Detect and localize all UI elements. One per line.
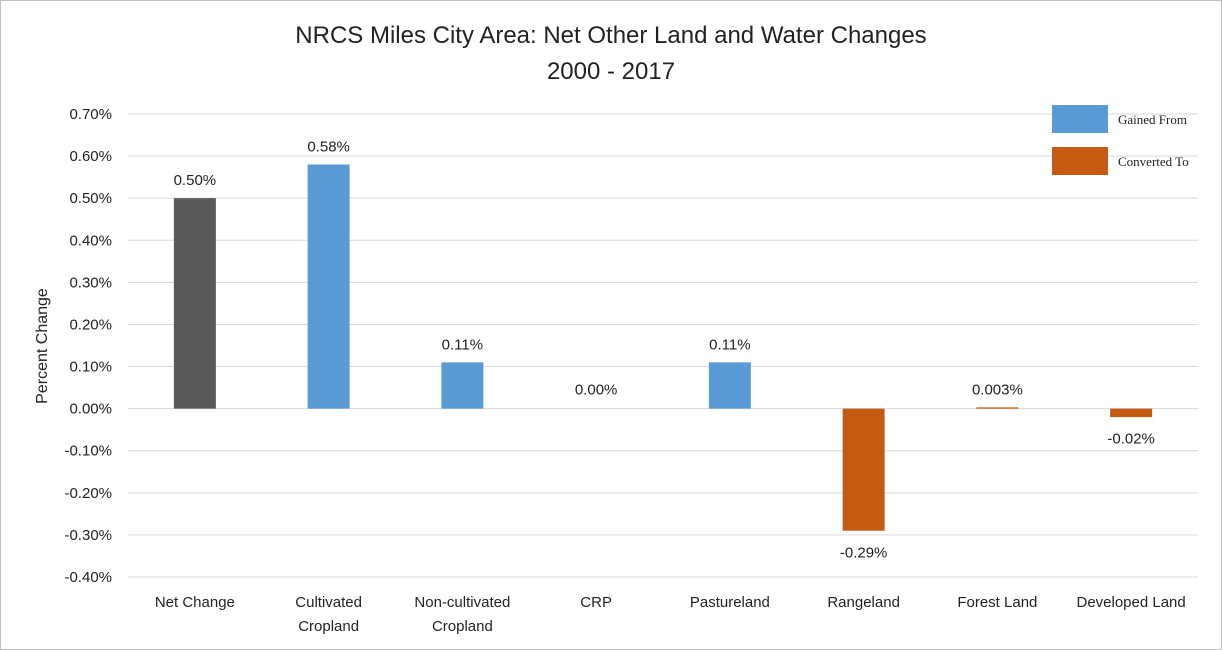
y-tick-label: -0.40% [64,569,112,586]
x-category-label: Net Change [155,594,235,611]
bar [842,408,885,531]
data-label: 0.11% [709,336,750,353]
y-tick-label: -0.20% [64,485,112,502]
y-tick-label: -0.10% [64,443,112,460]
y-tick-label: 0.40% [69,232,112,249]
data-label: 0.50% [174,172,217,189]
bar [307,164,350,409]
x-category-label: Forest Land [957,594,1037,611]
legend-label-gained: Gained From [1118,112,1187,127]
y-tick-label: -0.30% [64,527,112,544]
bar [1110,408,1153,418]
x-category-label: Cultivated [295,594,362,611]
y-tick-label: 0.20% [69,316,112,333]
y-tick-label: 0.60% [69,148,112,165]
y-tick-label: 0.50% [69,190,112,207]
data-label: 0.11% [442,336,483,353]
data-label: 0.00% [575,382,618,399]
y-tick-label: 0.00% [69,401,112,418]
bar [173,198,216,409]
x-category-label: Rangeland [827,594,900,611]
legend-label-converted: Converted To [1118,154,1189,169]
x-category-label: Cropland [432,618,493,635]
legend-swatch-gained [1052,105,1108,133]
chart-subtitle: 2000 - 2017 [546,58,676,85]
y-tick-label: 0.10% [69,359,112,376]
data-label: 0.58% [307,139,350,156]
x-category-label: Developed Land [1076,594,1185,611]
bar [976,407,1019,409]
y-tick-label: 0.70% [69,106,112,123]
legend-swatch-converted [1052,147,1108,175]
x-category-label: Cropland [298,618,359,635]
bar [708,362,751,409]
bar [441,362,484,409]
x-category-label: CRP [580,594,612,611]
x-category-label: Pastureland [690,594,770,611]
data-label: -0.29% [840,545,888,562]
y-axis-label: Percent Change [34,288,51,404]
x-category-label: Non-cultivated [414,594,510,611]
data-label: -0.02% [1107,431,1155,448]
y-tick-label: 0.30% [69,274,112,291]
chart-title: NRCS Miles City Area: Net Other Land and… [295,22,927,49]
data-label: 0.003% [972,382,1023,399]
